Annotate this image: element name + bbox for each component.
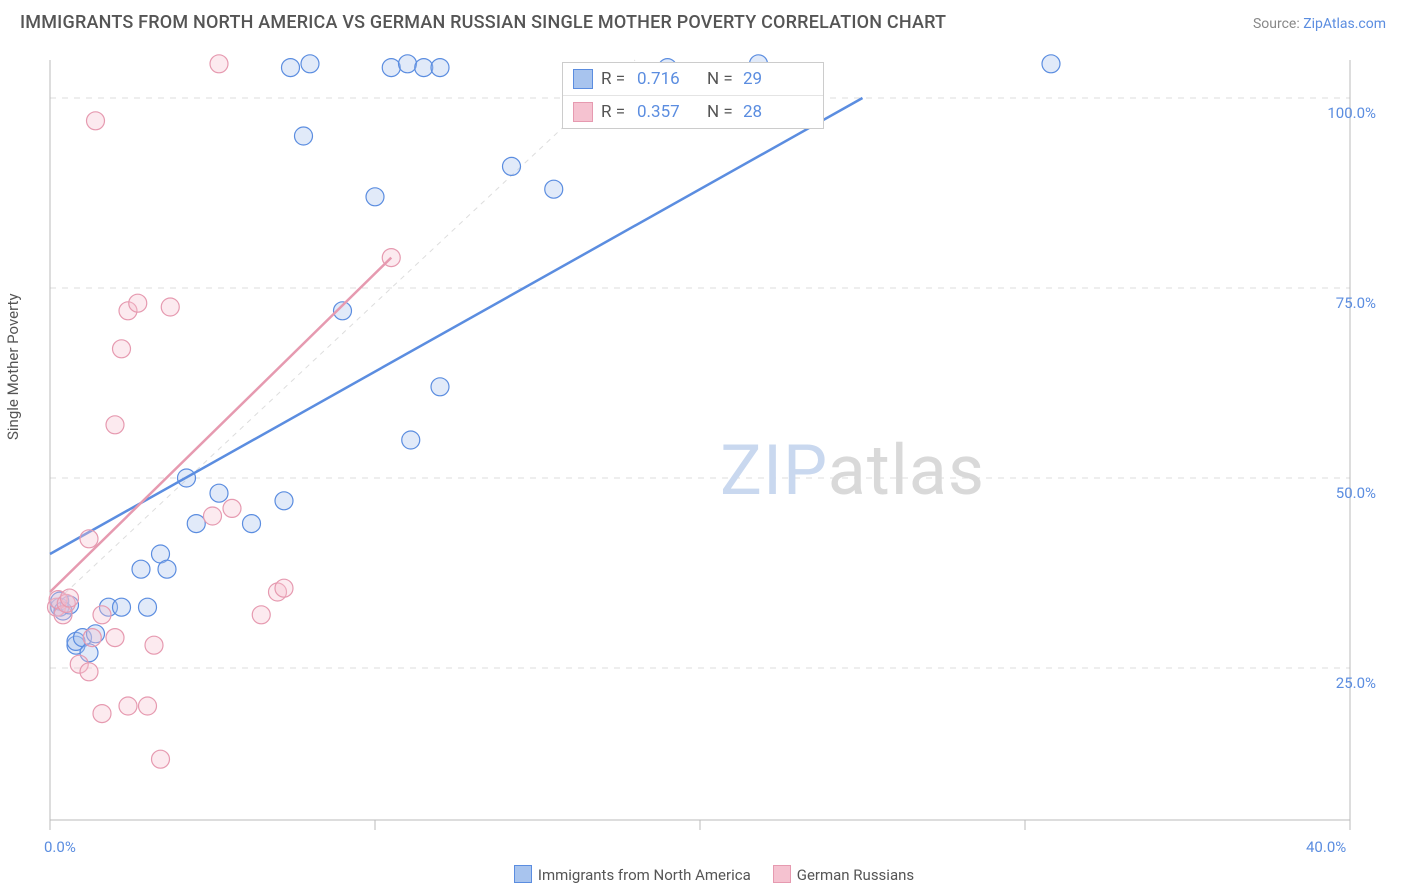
data-point: [132, 560, 150, 578]
legend-label: German Russians: [797, 866, 914, 884]
data-point: [87, 112, 105, 130]
data-point: [139, 697, 157, 715]
y-tick-label: 75.0%: [1336, 294, 1376, 312]
legend-row: R =0.357N =28: [563, 95, 823, 128]
series-legend: Immigrants from North America German Russ…: [0, 865, 1406, 884]
data-point: [223, 499, 241, 517]
trend-line: [50, 258, 391, 592]
data-point: [252, 606, 270, 624]
data-point: [106, 416, 124, 434]
n-label: N =: [707, 69, 743, 89]
legend-swatch: [773, 865, 791, 883]
data-point: [210, 484, 228, 502]
scatter-plot: [0, 0, 1406, 892]
data-point: [93, 606, 111, 624]
x-tick-label: 0.0%: [44, 838, 76, 856]
y-tick-label: 25.0%: [1336, 674, 1376, 692]
y-tick-label: 50.0%: [1336, 484, 1376, 502]
r-value: 0.716: [637, 69, 707, 89]
data-point: [382, 59, 400, 77]
data-point: [503, 157, 521, 175]
chart-container: IMMIGRANTS FROM NORTH AMERICA VS GERMAN …: [0, 0, 1406, 892]
data-point: [113, 340, 131, 358]
data-point: [545, 180, 563, 198]
data-point: [1042, 55, 1060, 73]
r-label: R =: [601, 69, 637, 89]
r-value: 0.357: [637, 102, 707, 122]
data-point: [83, 629, 101, 647]
data-point: [119, 697, 137, 715]
data-point: [243, 515, 261, 533]
legend-label: Immigrants from North America: [538, 866, 751, 884]
r-label: R =: [601, 102, 637, 122]
trend-line: [50, 98, 863, 554]
data-point: [275, 579, 293, 597]
data-point: [161, 298, 179, 316]
data-point: [158, 560, 176, 578]
legend-swatch: [573, 102, 593, 122]
n-label: N =: [707, 102, 743, 122]
data-point: [301, 55, 319, 73]
data-point: [187, 515, 205, 533]
n-value: 28: [743, 102, 813, 122]
data-point: [282, 59, 300, 77]
data-point: [415, 59, 433, 77]
data-point: [129, 294, 147, 312]
legend-swatch: [573, 69, 593, 89]
data-point: [80, 663, 98, 681]
data-point: [431, 378, 449, 396]
data-point: [139, 598, 157, 616]
data-point: [145, 636, 163, 654]
data-point: [106, 629, 124, 647]
legend-swatch: [514, 865, 532, 883]
data-point: [431, 59, 449, 77]
data-point: [93, 705, 111, 723]
data-point: [61, 589, 79, 607]
data-point: [152, 750, 170, 768]
correlation-legend-box: R =0.716N =29R =0.357N =28: [562, 62, 824, 129]
data-point: [366, 188, 384, 206]
data-point: [275, 492, 293, 510]
data-point: [204, 507, 222, 525]
x-tick-label: 40.0%: [1306, 838, 1346, 856]
data-point: [80, 530, 98, 548]
n-value: 29: [743, 69, 813, 89]
y-tick-label: 100.0%: [1327, 104, 1376, 122]
data-point: [402, 431, 420, 449]
data-point: [113, 598, 131, 616]
legend-row: R =0.716N =29: [563, 63, 823, 95]
data-point: [399, 55, 417, 73]
data-point: [295, 127, 313, 145]
data-point: [210, 55, 228, 73]
